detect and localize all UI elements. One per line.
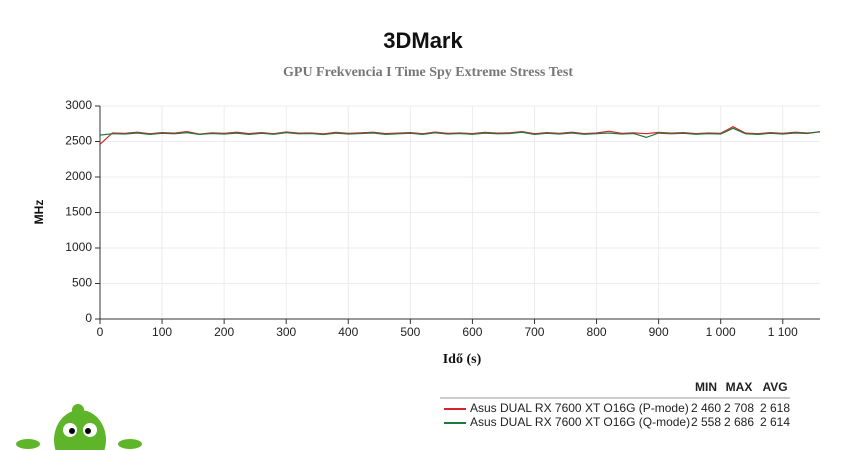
y-tick-label: 1000 — [65, 240, 92, 254]
stat-value: 2 558 — [691, 415, 721, 429]
y-tick-label: 1500 — [65, 205, 92, 219]
stats-header: MIN — [695, 380, 717, 394]
series-line — [99, 127, 821, 139]
stat-value: 2 614 — [760, 415, 790, 429]
x-tick-label: 400 — [338, 325, 358, 339]
x-tick-label: 200 — [214, 325, 234, 339]
x-tick-label: 700 — [524, 325, 544, 339]
x-tick-label: 300 — [276, 325, 296, 339]
x-tick-label: 900 — [649, 325, 669, 339]
stat-value: 2 618 — [760, 401, 790, 415]
x-axis-label: Idő (s) — [443, 352, 482, 367]
x-tick-label: 1 100 — [768, 325, 798, 339]
x-tick-label: 100 — [152, 325, 172, 339]
x-tick-label: 600 — [462, 325, 482, 339]
y-tick-label: 0 — [85, 311, 92, 325]
legend-label: Asus DUAL RX 7600 XT O16G (Q-mode) — [470, 415, 690, 429]
x-tick-label: 1 000 — [706, 325, 736, 339]
mascot — [16, 404, 142, 450]
y-tick-label: 500 — [72, 276, 92, 290]
stat-value: 2 686 — [724, 415, 754, 429]
y-tick-label: 2500 — [65, 134, 92, 148]
chart-subtitle: GPU Frekvencia I Time Spy Extreme Stress… — [283, 65, 573, 80]
x-tick-label: 0 — [97, 325, 104, 339]
x-tick-label: 800 — [587, 325, 607, 339]
stat-value: 2 708 — [724, 401, 754, 415]
stats-header: MAX — [726, 380, 753, 394]
legend-label: Asus DUAL RX 7600 XT O16G (P-mode) — [470, 401, 689, 415]
stats-header: AVG — [762, 380, 787, 394]
chart-title: 3DMark — [383, 28, 463, 53]
x-tick-label: 500 — [400, 325, 420, 339]
y-tick-label: 3000 — [65, 98, 92, 112]
y-tick-label: 2000 — [65, 169, 92, 183]
y-axis-label: MHz — [32, 200, 46, 225]
stat-value: 2 460 — [691, 401, 721, 415]
